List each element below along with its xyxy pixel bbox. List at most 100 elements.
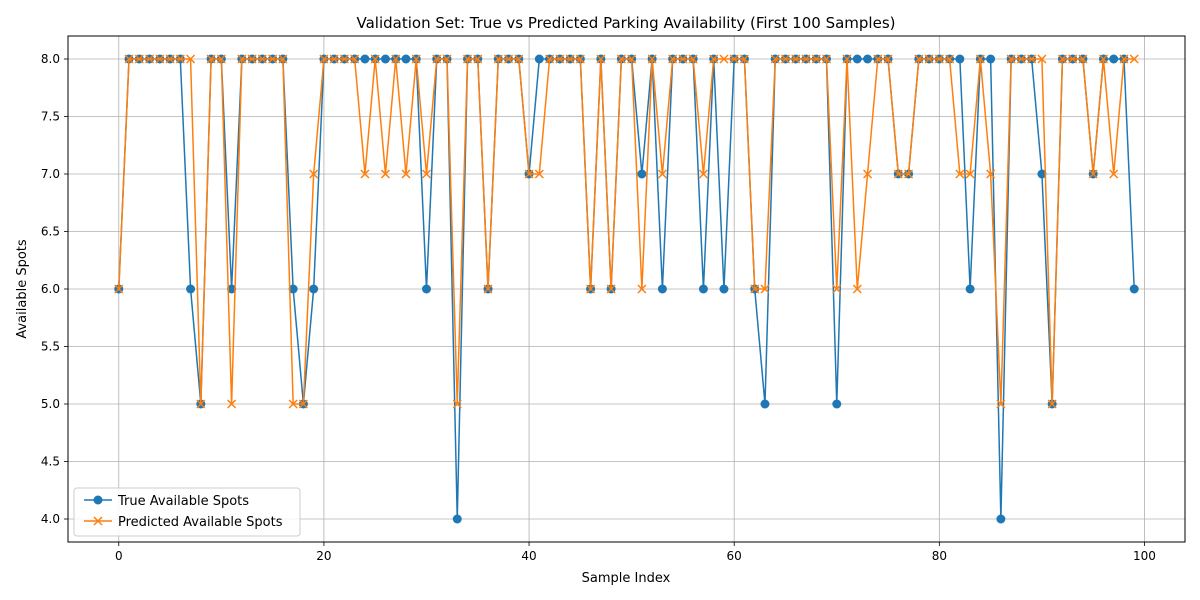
y-tick-label: 7.5 [41, 110, 60, 124]
predicted-data-point [421, 169, 432, 179]
predicted-data-point [647, 54, 657, 64]
x-axis-label: Sample Index [582, 571, 671, 586]
predicted-data-point [555, 54, 565, 64]
true-data-point [852, 54, 862, 64]
y-tick-label: 6.0 [41, 282, 60, 296]
predicted-data-point [852, 284, 862, 294]
predicted-data-point [534, 169, 544, 179]
predicted-data-point [883, 54, 893, 64]
true-data-point [637, 169, 647, 179]
predicted-data-point [606, 284, 616, 294]
predicted-data-point [1047, 399, 1057, 409]
predicted-data-point [483, 284, 493, 294]
predicted-data-point [401, 169, 411, 179]
x-tick-label: 60 [727, 549, 742, 563]
predicted-data-point [309, 169, 319, 179]
predicted-data-point [370, 54, 380, 64]
predicted-data-point [227, 399, 237, 409]
predicted-data-point [986, 169, 996, 179]
predicted-data-point [698, 169, 708, 179]
predicted-data-point [924, 54, 934, 64]
predicted-data-point [996, 399, 1006, 409]
predicted-data-point [206, 54, 216, 64]
true-data-point [996, 514, 1006, 524]
predicted-data-point [955, 169, 965, 179]
predicted-data-point [1037, 54, 1047, 64]
predicted-data-point [124, 54, 134, 64]
predicted-data-point [945, 54, 955, 64]
predicted-data-point [975, 54, 985, 64]
y-tick-label: 5.0 [41, 397, 60, 411]
true-data-point [452, 514, 462, 524]
y-tick-label: 4.5 [41, 455, 60, 469]
predicted-data-point [514, 54, 524, 64]
predicted-data-point [965, 169, 975, 179]
predicted-data-point [1088, 169, 1098, 179]
predicted-data-point [442, 54, 452, 64]
true-data-point [421, 284, 431, 294]
predicted-data-point [1109, 169, 1119, 179]
legend-item-true: True Available Spots [84, 494, 249, 509]
series-layer [114, 54, 1139, 524]
predicted-data-point [134, 54, 144, 64]
predicted-data-point [196, 399, 206, 409]
predicted-data-point [586, 284, 596, 294]
predicted-data-point [339, 54, 349, 64]
legend-item-predicted: Predicted Available Spots [84, 515, 283, 530]
true-data-point [401, 54, 411, 64]
predicted-data-point [821, 54, 832, 64]
predicted-data-point [575, 54, 585, 64]
predicted-data-point [739, 54, 749, 64]
series-predicted [114, 54, 1139, 409]
predicted-data-point [1057, 54, 1067, 64]
predicted-series-line [118, 58, 1135, 405]
predicted-data-point [801, 54, 811, 64]
true-data-point [1109, 54, 1119, 64]
predicted-data-point [1027, 54, 1037, 64]
predicted-data-point [596, 54, 606, 64]
predicted-data-point [1068, 54, 1078, 64]
predicted-data-point [811, 54, 821, 64]
legend-label-predicted: Predicted Available Spots [118, 515, 283, 530]
predicted-data-point [1098, 54, 1108, 64]
predicted-data-point [462, 54, 473, 64]
predicted-data-point [493, 54, 503, 64]
true-data-point [760, 399, 770, 409]
true-data-point [309, 284, 319, 294]
true-data-point [1129, 284, 1139, 294]
predicted-data-point [565, 54, 575, 64]
predicted-data-point [175, 54, 185, 64]
predicted-data-point [1016, 54, 1026, 64]
y-tick-label: 8.0 [41, 52, 60, 66]
true-data-point [719, 284, 729, 294]
true-data-point [657, 284, 667, 294]
predicted-data-point [473, 54, 483, 64]
x-tick-label: 80 [932, 549, 947, 563]
x-tick-label: 40 [521, 549, 536, 563]
y-tick-label: 4.0 [41, 512, 60, 526]
true-data-point [698, 284, 708, 294]
predicted-data-point [637, 284, 647, 294]
x-tick-label: 20 [316, 549, 331, 563]
predicted-data-point [627, 54, 637, 64]
x-tick-label: 0 [115, 549, 123, 563]
predicted-data-point [893, 169, 903, 179]
chart-title: Validation Set: True vs Predicted Parkin… [357, 14, 896, 32]
predicted-data-point [114, 284, 124, 294]
predicted-data-point [780, 54, 791, 64]
x-tick-label: 100 [1133, 549, 1156, 563]
predicted-data-point [391, 54, 401, 64]
true-data-point [288, 284, 298, 294]
true-data-point [1037, 169, 1047, 179]
true-data-point [965, 284, 975, 294]
predicted-data-point [934, 54, 944, 64]
predicted-data-point [155, 54, 165, 64]
predicted-data-point [668, 54, 678, 64]
predicted-data-point [247, 54, 257, 64]
legend-label-true: True Available Spots [117, 494, 249, 509]
predicted-data-point [360, 169, 370, 179]
predicted-data-point [842, 54, 852, 64]
legend: True Available Spots Predicted Available… [73, 487, 301, 537]
